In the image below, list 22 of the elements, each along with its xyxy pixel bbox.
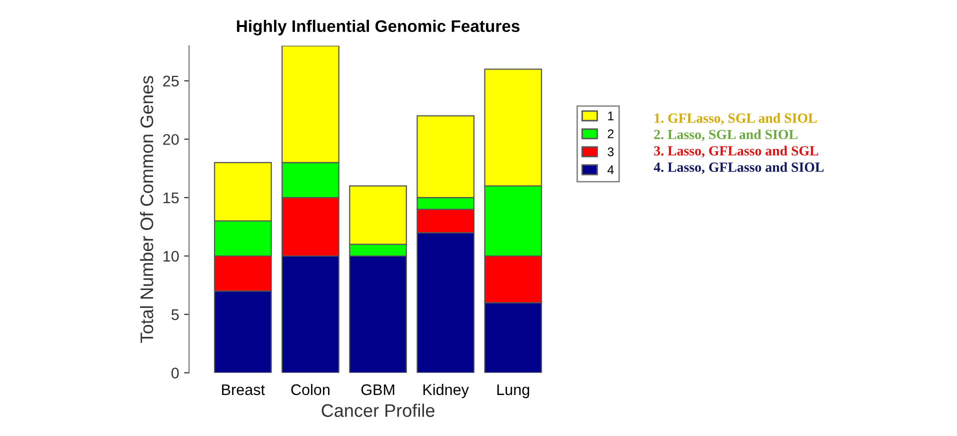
x-tick-label: Breast: [222, 384, 265, 396]
text: 3. Lasso, GFLasso and SGL: [654, 146, 818, 158]
legend-label: 1: [608, 112, 614, 120]
x-tick-label: Lung: [497, 384, 530, 398]
x-tick-label: Colon: [291, 384, 330, 396]
y-tick-label: 5: [171, 309, 179, 320]
x-tick-label: GBM: [361, 384, 394, 396]
y-tick-label: 10: [164, 250, 179, 262]
x-axis-title: Cancer Profile: [322, 404, 434, 417]
text: 2. Lasso, SGL and SIOL: [654, 129, 798, 142]
legend-label: 3: [608, 147, 614, 156]
legend-label: 4: [607, 166, 614, 174]
legend-label: 2: [608, 129, 614, 138]
y-tick-label: 0: [171, 368, 179, 378]
y-axis-title: Total Number Of Common Genes: [140, 76, 154, 343]
text: 4. Lasso, GFLasso and SIOL: [654, 162, 824, 174]
text: 1. GFLasso, SGL and SIOL: [654, 113, 817, 125]
y-tick-label: 20: [163, 134, 179, 145]
y-tick-label: 15: [164, 192, 179, 204]
chart-title: Highly Influential Genomic Features: [236, 20, 520, 36]
y-tick-label: 25: [163, 76, 179, 86]
x-tick-label: Kidney: [423, 384, 469, 398]
